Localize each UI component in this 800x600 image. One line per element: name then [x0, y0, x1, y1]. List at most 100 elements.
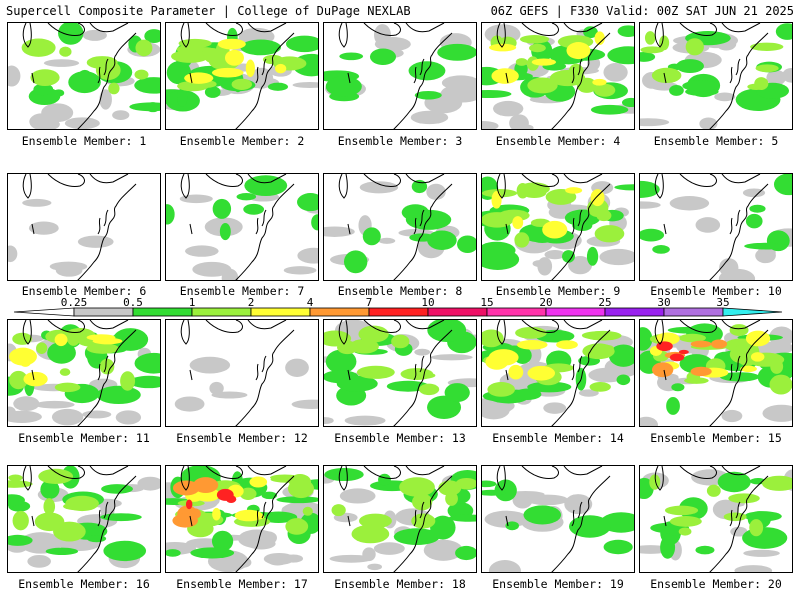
scp-contour-green — [695, 545, 715, 555]
scp-contour-lightgreen — [549, 70, 586, 87]
lake-ontario-outline — [721, 320, 761, 330]
lake-erie-outline — [47, 320, 85, 333]
scp-contour-green — [427, 320, 467, 343]
lake-ontario-outline — [247, 23, 287, 33]
scp-contour-grey — [27, 554, 51, 568]
lake-erie-outline — [363, 320, 401, 333]
atlantic-coastline — [709, 329, 769, 426]
lake-ontario-outline — [405, 23, 445, 33]
scp-contour-grey — [267, 556, 288, 566]
scp-contour-red — [678, 349, 689, 355]
lake-ontario-outline — [247, 174, 287, 184]
scp-contour-grey — [488, 560, 521, 572]
scp-contour-grey — [297, 247, 318, 264]
scp-contour-lightgreen — [302, 506, 313, 516]
scp-contour-lightgreen — [455, 477, 476, 490]
lake-erie-outline — [205, 320, 243, 333]
scp-contour-grey — [762, 404, 792, 422]
chesapeake-bay-outline — [97, 209, 109, 235]
scp-contour-grey — [714, 92, 736, 102]
scp-contour-grey — [695, 217, 721, 233]
lake-erie-outline — [679, 174, 717, 187]
scp-contour-green — [514, 388, 542, 400]
lake-michigan-outline — [654, 23, 664, 48]
ensemble-member-map — [481, 173, 635, 281]
small-lake-outline — [31, 72, 35, 84]
scp-contour-green — [190, 547, 235, 559]
chesapeake-bay-outline — [97, 58, 109, 84]
scp-contour-green — [505, 521, 519, 531]
lake-michigan-outline — [654, 320, 664, 345]
scp-contour-orange — [172, 480, 200, 496]
scp-contour-lightgreen — [135, 39, 153, 57]
chesapeake-bay-outline — [729, 355, 741, 381]
scp-contour-lightgreen — [86, 343, 119, 354]
scp-contour-red — [185, 499, 193, 510]
scp-contour-green — [378, 473, 391, 486]
scp-contour-yellow — [592, 78, 607, 86]
scp-contour-yellow — [249, 476, 268, 488]
scp-contour-grey — [64, 117, 100, 129]
scp-contour-grey — [344, 415, 386, 426]
small-lake-outline — [663, 223, 667, 235]
scp-contour-green — [608, 344, 634, 367]
ensemble-member-map — [639, 173, 793, 281]
scp-contour-red — [669, 353, 685, 362]
lake-ontario-outline — [721, 466, 761, 476]
scp-contour-yellow — [245, 59, 255, 78]
lake-erie-outline — [47, 23, 85, 36]
lake-michigan-outline — [496, 23, 506, 48]
ensemble-member-label: Ensemble Member: 7 — [179, 284, 305, 298]
scp-contour-green — [267, 82, 289, 91]
scp-contour-grey — [721, 409, 743, 423]
scp-contour-orange — [690, 366, 712, 377]
map-canvas — [640, 466, 792, 572]
ensemble-member-label: Ensemble Member: 1 — [21, 134, 147, 148]
scp-contour-yellow — [224, 49, 244, 66]
scp-contour-green — [8, 534, 33, 546]
scp-contour-green — [144, 29, 160, 44]
lake-michigan-outline — [22, 466, 32, 491]
scp-contour-green — [177, 88, 188, 107]
scp-contour-green — [134, 77, 160, 94]
small-lake-outline — [505, 515, 509, 527]
scp-contour-yellow — [275, 63, 287, 74]
lake-ontario-outline — [405, 320, 445, 330]
scp-contour-grey — [189, 356, 231, 374]
scp-contour-green — [482, 248, 520, 270]
scp-contour-lightgreen — [231, 78, 253, 90]
scp-contour-green — [96, 385, 141, 405]
scp-contour-red — [216, 488, 234, 501]
scp-contour-grey — [599, 248, 634, 266]
scp-contour-lightgreen — [134, 69, 149, 80]
scp-contour-grey — [43, 59, 80, 67]
scp-contour-grey — [374, 37, 411, 52]
scp-contour-lightgreen — [356, 365, 395, 379]
scp-contour-green — [427, 395, 462, 420]
scp-contour-yellow — [750, 352, 765, 362]
lake-ontario-outline — [247, 466, 287, 476]
lake-michigan-outline — [180, 320, 190, 345]
scp-contour-grey — [77, 235, 114, 248]
scp-contour-grey — [174, 396, 205, 412]
scp-contour-yellow — [512, 216, 524, 230]
colorbar-tick-label: 7 — [365, 296, 373, 309]
scp-contour-yellow — [491, 68, 519, 84]
scp-contour-green — [211, 530, 234, 552]
scp-contour-grey — [324, 417, 334, 425]
ensemble-member-label: Ensemble Member: 10 — [650, 284, 782, 298]
scp-contour-grey — [430, 354, 473, 361]
atlantic-coastline — [551, 32, 611, 129]
lake-erie-outline — [679, 466, 717, 479]
scp-contour-green — [276, 496, 318, 504]
scp-contour-grey — [82, 29, 107, 41]
scp-contour-lightgreen — [651, 67, 682, 84]
scp-contour-green — [749, 204, 766, 213]
scp-contour-lightgreen — [43, 498, 56, 515]
scp-contour-green — [33, 83, 54, 96]
scp-contour-lightgreen — [67, 332, 80, 346]
scp-contour-green — [669, 85, 684, 96]
scp-contour-orange — [711, 339, 728, 349]
scp-contour-green — [583, 26, 598, 39]
scp-contour-grey — [543, 402, 567, 414]
